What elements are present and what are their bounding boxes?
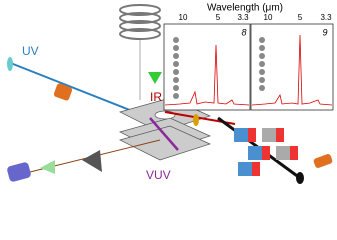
ball-stacks <box>173 37 265 99</box>
tick-label: 10 <box>264 13 273 22</box>
ir-label: IR <box>150 90 162 104</box>
uv-label: UV <box>22 44 39 58</box>
small-cone <box>40 160 55 174</box>
axis-label: Wavelength (μm) <box>207 3 283 14</box>
ion-optics <box>217 116 333 184</box>
tick-label: 3.3 <box>237 13 249 22</box>
panel-label: 8 <box>241 27 246 37</box>
coil <box>119 4 161 100</box>
tick-label: 10 <box>179 13 188 22</box>
tick-label: 5 <box>216 13 221 22</box>
panel <box>250 23 334 111</box>
panel-label: 9 <box>322 27 327 37</box>
orange-cylinder <box>53 83 73 101</box>
purple-cylinder <box>7 162 31 182</box>
figure: UV VUV IR Wavelength (μm) 10 5 3.3 8 10 <box>7 3 334 184</box>
uv-lens <box>7 57 13 71</box>
gray-cone <box>82 150 102 172</box>
ir-mirror <box>193 114 199 126</box>
uv-beam <box>7 61 151 119</box>
green-cone <box>148 72 162 84</box>
tick-label: 5 <box>298 13 303 22</box>
tick-label: 3.3 <box>320 13 332 22</box>
vuv-label: VUV <box>146 168 171 182</box>
vuv-beam <box>149 117 179 151</box>
